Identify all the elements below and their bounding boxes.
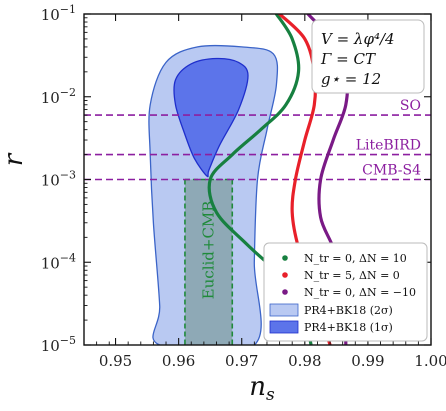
axis-ticks: 0.95 0.96 0.97 0.98 0.99 1.00 10−5 10−4 10−3 10−2… (41, 3, 446, 370)
constraint-regions: Euclid+CMB (148, 44, 279, 345)
hline-label-cmb-s4: CMB-S4 (362, 163, 421, 179)
legend-marker-red (282, 272, 288, 278)
legend-label-2: N_tr = 0, ΔN = −10 (304, 286, 416, 299)
euclid-label: Euclid+CMB (200, 201, 218, 300)
y-tick-label-4: 10−1 (41, 3, 76, 24)
legend-frame (263, 242, 428, 342)
y-tick-label-2: 10−3 (41, 169, 76, 190)
contour-1sigma (173, 57, 249, 178)
legend-patch-band2 (269, 303, 299, 317)
y-tick-label-3: 10−2 (41, 86, 76, 107)
legend-patch-band1 (269, 320, 299, 334)
legend-label-4: PR4+BK18 (1σ) (304, 321, 393, 334)
x-tick-label-5: 1.00 (414, 352, 446, 370)
model-box-line-2: Γ = CT (320, 50, 376, 68)
x-tick-label-1: 0.96 (162, 352, 195, 370)
model-box-line-3: g⋆ = 12 (321, 70, 381, 88)
model-box-line-1: V = λφ⁴/4 (321, 30, 395, 48)
legend-label-1: N_tr = 5, ΔN = 0 (304, 269, 400, 282)
experiment-lines: SO LiteBIRD CMB-S4 (84, 98, 431, 181)
x-tick-label-4: 0.99 (351, 352, 384, 370)
y-axis-label: r (0, 152, 29, 166)
legend-marker-green (282, 255, 288, 261)
x-tick-label-3: 0.98 (288, 352, 321, 370)
x-tick-label-0: 0.95 (99, 352, 132, 370)
legend: N_tr = 0, ΔN = 10 N_tr = 5, ΔN = 0 N_tr = … (263, 242, 428, 342)
legend-marker-purple (282, 289, 288, 295)
model-box-frame (311, 19, 425, 94)
hline-label-litebird: LiteBIRD (356, 138, 421, 154)
x-axis-label: ns (249, 372, 275, 405)
y-tick-label-1: 10−4 (41, 251, 76, 272)
hline-label-so: SO (400, 98, 421, 114)
legend-label-0: N_tr = 0, ΔN = 10 (304, 252, 407, 265)
euclid-region (184, 179, 233, 345)
x-tick-label-2: 0.97 (225, 352, 258, 370)
model-box: V = λφ⁴/4 Γ = CT g⋆ = 12 (311, 19, 425, 94)
legend-label-3: PR4+BK18 (2σ) (304, 304, 393, 317)
y-tick-label-0: 10−5 (41, 334, 76, 355)
